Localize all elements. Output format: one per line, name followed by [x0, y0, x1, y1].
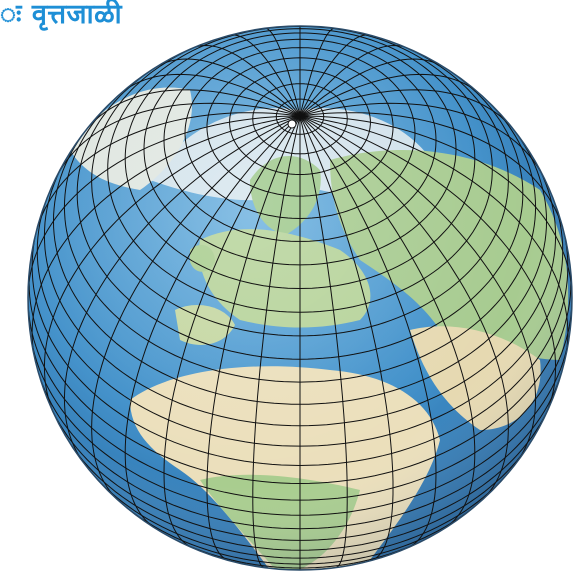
meridian-line [299, 115, 437, 548]
meridian-line [299, 115, 394, 561]
meridian-line [28, 115, 301, 299]
meridian-line [35, 112, 301, 232]
meridian-line [299, 89, 513, 128]
meridian-line [56, 102, 301, 177]
meridian-line [158, 58, 301, 117]
meridian-line [299, 115, 557, 415]
meridian-line [91, 115, 301, 502]
meridian-line [206, 115, 301, 561]
meridian-line [299, 102, 544, 177]
meridian-line [123, 73, 301, 117]
meridian-line [299, 58, 442, 117]
meridian-line [299, 27, 336, 117]
meridian-line [87, 89, 301, 128]
meridian-line [299, 115, 537, 465]
meridian-line [264, 27, 301, 117]
meridian-line [31, 115, 301, 359]
meridian-line [299, 112, 565, 232]
meridian-line [299, 44, 408, 117]
meridian-line [192, 44, 301, 117]
page-heading: ः वृत्तजाळी [0, 0, 123, 30]
meridian-line [299, 115, 476, 529]
meridian-line [299, 34, 370, 117]
globe-outline [27, 25, 573, 571]
meridian-line [124, 115, 301, 529]
north-pole-marker [287, 119, 297, 129]
meridian-line [43, 115, 301, 415]
meridian-line [252, 115, 301, 568]
meridian-line [299, 115, 569, 359]
meridian-line [299, 115, 348, 568]
meridian-line [299, 115, 509, 502]
meridian-line [163, 115, 301, 548]
meridian-line [299, 73, 477, 117]
meridian-line [230, 34, 301, 117]
meridian-line [63, 115, 301, 465]
graticule-grid [28, 26, 572, 570]
meridian-line [299, 115, 572, 299]
